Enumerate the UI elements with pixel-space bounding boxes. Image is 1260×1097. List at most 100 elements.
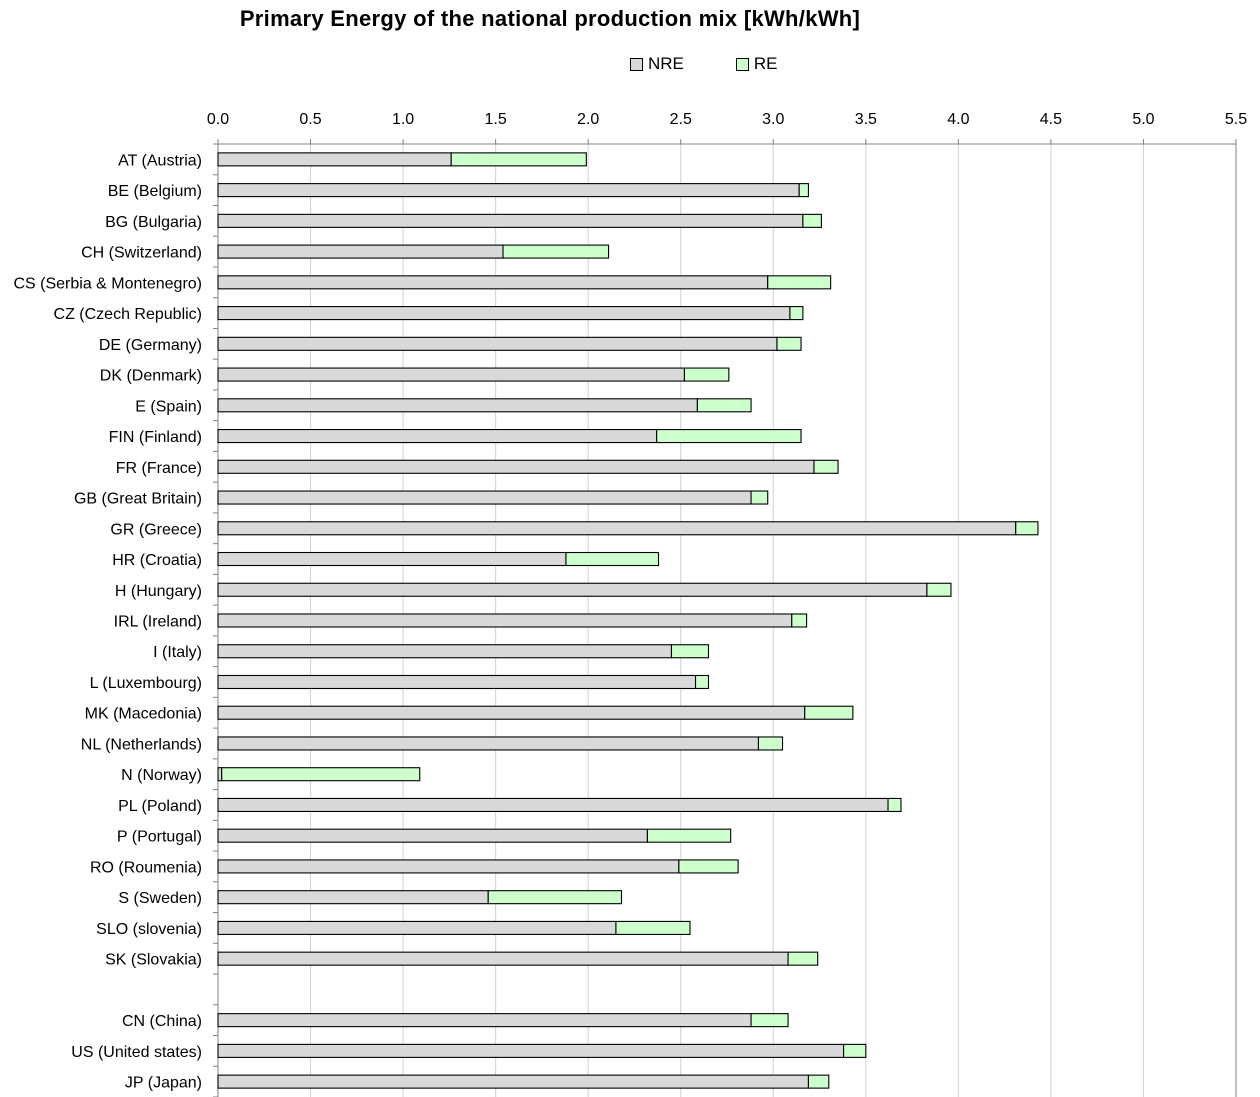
x-tick-label: 1.0 (392, 111, 414, 128)
bar-re-gr-greece (1015, 521, 1039, 536)
x-tick-label: 2.5 (670, 111, 692, 128)
chart-title: Primary Energy of the national productio… (239, 6, 861, 31)
bar-re-ch-switzerland (502, 244, 610, 259)
bar-re-us-united-states (843, 1043, 867, 1058)
y-label-pl-poland: PL (Poland) (118, 798, 202, 815)
bar-nre-s-sweden (217, 890, 489, 905)
y-label-gr-greece: GR (Greece) (110, 521, 202, 538)
bar-re-ro-roumenia (678, 859, 739, 874)
y-label-be-belgium: BE (Belgium) (108, 183, 202, 200)
y-label-n-norway: N (Norway) (121, 767, 202, 784)
bar-nre-irl-ireland (217, 613, 793, 628)
y-label-ch-switzerland: CH (Switzerland) (81, 245, 202, 262)
bar-re-pl-poland (887, 797, 902, 813)
x-tick-label: 3.0 (762, 111, 784, 128)
y-label-bg-bulgaria: BG (Bulgaria) (105, 214, 202, 231)
y-label-irl-ireland: IRL (Ireland) (114, 614, 202, 631)
bar-re-de-germany (776, 336, 802, 351)
y-label-fr-france: FR (France) (116, 460, 202, 477)
bar-re-cs-serbia-montenegro (767, 275, 832, 290)
y-label-s-sweden: S (Sweden) (118, 890, 202, 907)
bar-nre-e-spain (217, 398, 698, 413)
bar-re-mk-macedonia (804, 705, 854, 720)
y-label-fin-finland: FIN (Finland) (109, 429, 202, 446)
bar-re-jp-japan (807, 1074, 830, 1089)
bar-re-p-portugal (646, 828, 732, 843)
bar-nre-dk-denmark (217, 367, 685, 382)
bar-re-s-sweden (487, 890, 623, 905)
y-label-de-germany: DE (Germany) (99, 337, 202, 354)
y-label-at-austria: AT (Austria) (118, 152, 202, 169)
y-label-l-luxembourg: L (Luxembourg) (90, 675, 202, 692)
bar-nre-fr-france (217, 459, 815, 474)
bar-nre-cs-serbia-montenegro (217, 275, 769, 290)
bar-nre-p-portugal (217, 828, 648, 843)
bar-re-irl-ireland (791, 613, 808, 628)
bar-re-fin-finland (656, 428, 802, 444)
x-tick-label: 0.5 (299, 111, 321, 128)
bar-nre-sk-slovakia (217, 951, 789, 966)
y-label-jp-japan: JP (Japan) (125, 1075, 202, 1092)
legend-item-nre: NRE (630, 54, 684, 74)
y-label-cn-china: CN (China) (122, 1013, 202, 1030)
x-tick-label: 1.5 (485, 111, 507, 128)
bar-re-e-spain (696, 398, 752, 413)
bar-re-dk-denmark (683, 367, 730, 382)
y-label-dk-denmark: DK (Denmark) (100, 368, 202, 385)
bar-re-h-hungary (926, 582, 952, 597)
bar-nre-gr-greece (217, 521, 1017, 536)
x-tick-label: 2.0 (577, 111, 599, 128)
bar-re-slo-slovenia (615, 920, 691, 935)
bar-nre-slo-slovenia (217, 920, 617, 935)
y-label-p-portugal: P (Portugal) (117, 829, 202, 846)
y-label-gb-great-britain: GB (Great Britain) (74, 491, 202, 508)
bar-nre-mk-macedonia (217, 705, 806, 720)
legend-item-re: RE (735, 54, 778, 74)
bar-nre-de-germany (217, 336, 778, 351)
bar-nre-ro-roumenia (217, 859, 680, 874)
y-label-e-spain: E (Spain) (135, 398, 202, 415)
bar-re-nl-netherlands (757, 736, 784, 751)
bar-nre-gb-great-britain (217, 490, 752, 505)
bar-nre-pl-poland (217, 797, 889, 813)
bar-re-be-belgium (798, 183, 809, 198)
bar-re-bg-bulgaria (802, 213, 822, 228)
y-label-i-italy: I (Italy) (153, 644, 202, 661)
bar-nre-be-belgium (217, 183, 800, 198)
y-label-slo-slovenia: SLO (slovenia) (96, 921, 202, 938)
bar-re-l-luxembourg (694, 674, 710, 690)
x-tick-label: 3.5 (855, 111, 877, 128)
y-label-us-united-states: US (United states) (71, 1044, 202, 1061)
y-label-mk-macedonia: MK (Macedonia) (85, 706, 202, 723)
bar-nre-bg-bulgaria (217, 213, 804, 228)
x-tick-label: 4.0 (947, 111, 969, 128)
y-label-cz-czech-republic: CZ (Czech Republic) (54, 306, 202, 323)
bar-nre-us-united-states (217, 1043, 845, 1058)
bar-re-i-italy (670, 644, 710, 659)
legend-label-re: RE (753, 54, 778, 73)
y-label-cs-serbia-montenegro: CS (Serbia & Montenegro) (13, 275, 202, 292)
legend: NRE RE (630, 54, 778, 74)
bar-nre-n-norway (217, 767, 223, 782)
y-label-h-hungary: H (Hungary) (115, 583, 202, 600)
bar-nre-at-austria (217, 152, 452, 167)
x-tick-label: 5.0 (1132, 111, 1154, 128)
legend-label-nre: NRE (648, 54, 684, 73)
bar-re-at-austria (450, 152, 587, 167)
legend-swatch-re (735, 57, 749, 71)
x-tick-label: 5.5 (1225, 111, 1247, 128)
bar-re-n-norway (221, 767, 421, 782)
legend-swatch-nre (630, 57, 643, 71)
y-label-sk-slovakia: SK (Slovakia) (105, 952, 202, 969)
bar-re-hr-croatia (565, 551, 660, 567)
bar-re-sk-slovakia (787, 951, 819, 966)
bar-nre-hr-croatia (217, 551, 567, 567)
bar-nre-cn-china (217, 1013, 752, 1028)
bar-nre-l-luxembourg (217, 674, 697, 690)
bar-re-gb-great-britain (750, 490, 769, 505)
bar-re-fr-france (813, 459, 839, 474)
bar-nre-i-italy (217, 644, 673, 659)
bar-re-cn-china (750, 1013, 789, 1028)
x-tick-label: 4.5 (1040, 111, 1062, 128)
